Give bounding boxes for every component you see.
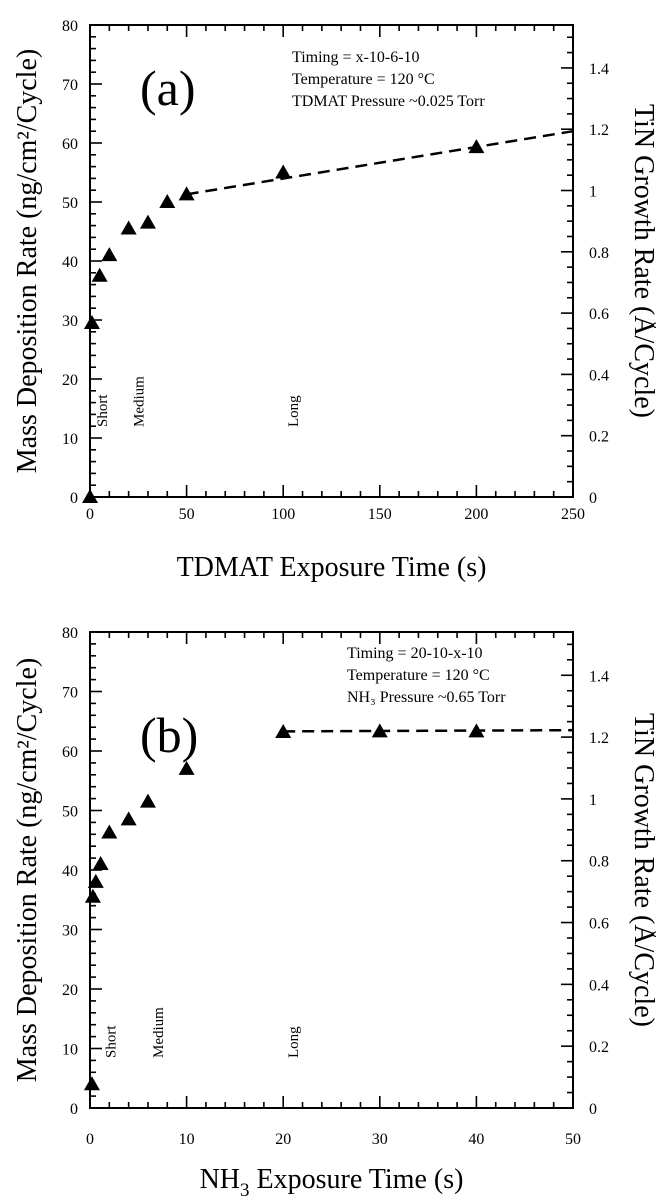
panel-label: (a) [140,60,196,116]
y2-tick-label: 1 [589,792,597,809]
x-axis-title-rest: Exposure Time (s) [250,1164,464,1195]
y2-tick-label: 1.4 [589,61,609,78]
info-line: Temperature = 120 °C [347,667,490,684]
info-line: Timing = x-10-6-10 [292,49,420,66]
x-tick-label: 20 [275,1131,291,1148]
y-axis-title: Mass Deposition Rate (ng/cm²/Cycle) [12,658,43,1082]
y2-tick-label: 0.6 [589,916,609,933]
y2-tick-label: 1.2 [589,730,609,747]
y2-tick-label: 0 [589,1101,597,1118]
info-line: NH₃ Pressure ~0.65 Torr [347,689,506,706]
data-point [91,267,108,282]
data-point [468,139,485,154]
data-point [275,723,292,738]
data-point [87,873,104,888]
y-tick-label: 70 [62,685,78,702]
exposure-marker-label-medium: Medium [151,1007,167,1058]
data-point [468,723,485,738]
x-tick-label: 40 [468,1131,484,1148]
y2-tick-label: 0 [589,490,597,507]
y-tick-label: 0 [70,1101,78,1118]
y-tick-label: 50 [62,804,78,821]
data-point [159,194,176,208]
y2-axis-title: TiN Growth Rate (Å/Cycle) [628,104,656,418]
y2-tick-label: 0.8 [589,245,609,262]
y-tick-label: 0 [70,490,78,507]
x-axis-title-subscript: 3 [240,1180,250,1201]
y2-tick-label: 0.8 [589,854,609,871]
data-point [275,164,292,179]
data-point [84,888,101,903]
y2-tick-label: 1.4 [589,668,609,685]
x-tick-label: 250 [561,506,585,523]
y2-tick-label: 0.4 [589,367,609,384]
y-tick-label: 40 [62,254,78,271]
data-point [92,856,109,871]
y-tick-label: 20 [62,372,78,389]
data-point [120,811,137,826]
x-axis-title: TDMAT Exposure Time (s) [177,552,487,583]
x-tick-label: 50 [179,506,195,523]
data-point [178,760,195,775]
info-line: TDMAT Pressure ~0.025 Torr [292,93,485,110]
info-line: Temperature = 120 °C [292,71,435,88]
y-axis-title: Mass Deposition Rate (ng/cm²/Cycle) [12,49,43,473]
y-tick-label: 30 [62,923,78,940]
y-tick-label: 40 [62,863,78,880]
y-tick-label: 80 [62,625,78,642]
x-tick-label: 100 [271,506,295,523]
x-axis-title: NH3 Exposure Time (s) [200,1164,464,1201]
y2-tick-label: 0.6 [589,306,609,323]
y-tick-label: 10 [62,431,78,448]
y-tick-label: 60 [62,136,78,153]
x-tick-label: 0 [86,1131,94,1148]
x-tick-label: 0 [86,506,94,523]
data-point [101,824,118,839]
panel-label: (b) [140,707,198,763]
exposure-marker-label-short: Short [104,1025,120,1058]
info-line: Timing = 20-10-x-10 [347,645,483,662]
data-point [101,247,118,262]
data-point [83,1076,100,1091]
data-point [82,489,98,503]
x-tick-label: 10 [179,1131,195,1148]
exposure-marker-label-long: Long [286,395,302,427]
exposure-marker-label-medium: Medium [132,376,148,427]
y-tick-label: 60 [62,744,78,761]
data-point [371,723,388,738]
data-point [120,220,137,235]
x-tick-label: 200 [464,506,488,523]
x-tick-label: 50 [565,1131,581,1148]
y2-tick-label: 1.2 [589,122,609,139]
trend-line [186,129,574,196]
data-point [83,314,100,329]
trend-line [283,728,574,733]
y-tick-label: 20 [62,982,78,999]
data-point [139,214,156,229]
exposure-marker-label-short: Short [95,394,111,427]
y-tick-label: 80 [62,18,78,35]
chart-panel-b: 0 10 20 30 40 50 0 10 20 30 40 50 60 70 80 0 0.2 0.4 0.6 0.… [12,625,656,1201]
exposure-marker-label-long: Long [286,1026,302,1058]
y2-axis-title: TiN Growth Rate (Å/Cycle) [628,713,656,1027]
x-tick-label: 150 [368,506,392,523]
y-tick-label: 10 [62,1042,78,1059]
y2-tick-label: 0.4 [589,977,609,994]
chart-panel-a: 0 50 100 150 200 2500102030405060708000.20.40… [12,18,656,583]
y2-tick-label: 1 [589,184,597,201]
y2-tick-label: 0.2 [589,1039,609,1056]
data-point [178,186,195,201]
x-axis-title-main: NH [200,1164,240,1195]
y-tick-label: 30 [62,313,78,330]
data-point [139,793,156,808]
y-tick-label: 50 [62,195,78,212]
y2-tick-label: 0.2 [589,429,609,446]
y-tick-label: 70 [62,77,78,94]
x-tick-label: 30 [372,1131,388,1148]
